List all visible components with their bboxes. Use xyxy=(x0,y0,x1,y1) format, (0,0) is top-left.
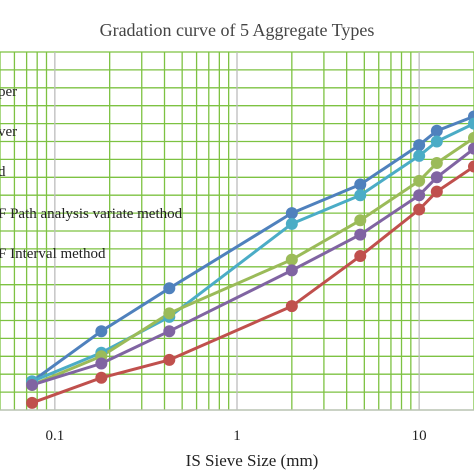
data-point xyxy=(468,160,474,173)
data-point xyxy=(413,203,426,216)
data-point xyxy=(163,325,176,338)
data-point xyxy=(430,124,443,137)
chart-title: Gradation curve of 5 Aggregate Types xyxy=(100,20,375,40)
data-point xyxy=(413,149,426,162)
series-points xyxy=(26,110,474,409)
data-point xyxy=(95,371,108,384)
data-point xyxy=(163,353,176,366)
data-point xyxy=(354,214,367,227)
data-point xyxy=(285,264,298,277)
legend-entry: F Interval method xyxy=(0,246,106,262)
x-axis-label: IS Sieve Size (mm) xyxy=(186,451,319,470)
data-point xyxy=(413,189,426,202)
data-point xyxy=(354,228,367,241)
data-point xyxy=(468,142,474,155)
data-point xyxy=(413,174,426,187)
x-tick-label: 1 xyxy=(233,428,241,444)
data-point xyxy=(95,325,108,338)
data-point xyxy=(430,156,443,169)
data-point xyxy=(26,378,39,391)
legend-entry: per xyxy=(0,84,17,100)
data-point xyxy=(413,139,426,152)
legend-entry: ver xyxy=(0,124,17,140)
data-point xyxy=(430,185,443,198)
data-point xyxy=(26,396,39,409)
data-point xyxy=(285,217,298,230)
grid xyxy=(0,51,474,411)
data-point xyxy=(430,135,443,148)
data-point xyxy=(285,207,298,220)
data-point xyxy=(354,189,367,202)
x-tick-label: 10 xyxy=(412,428,427,444)
data-point xyxy=(163,282,176,295)
legend-entry: F Path analysis variate method xyxy=(0,206,183,222)
legend: per ver d F Path analysis variate method F I… xyxy=(0,84,183,262)
data-point xyxy=(285,253,298,266)
data-point xyxy=(468,131,474,144)
x-tick-labels: 0.1 1 10 xyxy=(45,428,426,444)
legend-entry: d xyxy=(0,164,6,180)
data-point xyxy=(468,117,474,130)
data-point xyxy=(354,250,367,263)
data-point xyxy=(163,307,176,320)
data-point xyxy=(430,171,443,184)
x-tick-label: 0.1 xyxy=(45,428,64,444)
data-point xyxy=(354,178,367,191)
data-point xyxy=(285,300,298,313)
data-point xyxy=(95,357,108,370)
